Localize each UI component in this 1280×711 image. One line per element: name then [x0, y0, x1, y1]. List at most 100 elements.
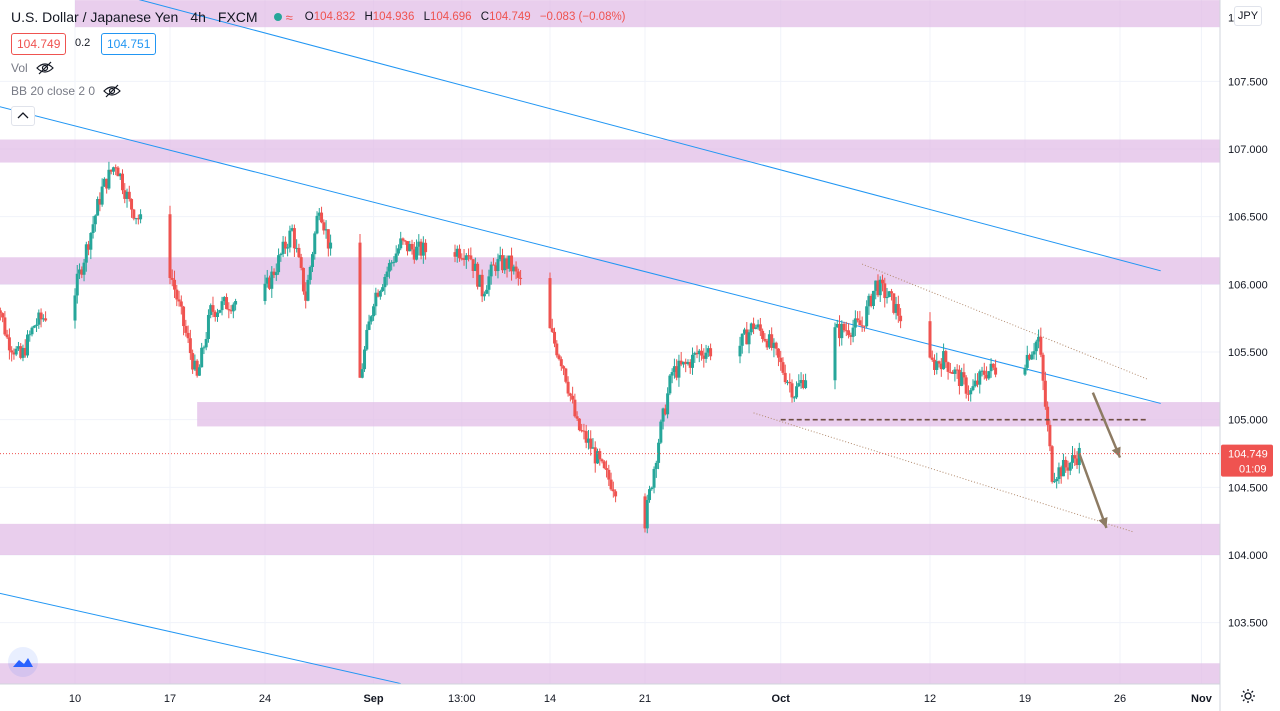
candle-bullish: [200, 347, 204, 368]
candle-bearish: [406, 241, 409, 252]
price-tick-label: 104.500: [1228, 482, 1268, 494]
candle-bearish: [114, 167, 118, 169]
candle-bullish: [704, 352, 708, 359]
candle-bullish: [313, 233, 317, 255]
candle-bearish: [548, 278, 552, 329]
candle-bearish: [783, 372, 787, 383]
candle-bearish: [186, 332, 190, 339]
candle-bearish: [136, 218, 140, 220]
time-axis[interactable]: 10 17 24 Sep 13:00 14 21 Oct 12 19 26 Nov: [0, 683, 1220, 705]
bollinger-indicator-label: BB 20 close 2 0: [11, 84, 96, 98]
candle-bullish: [78, 269, 82, 274]
candle-bullish: [1068, 462, 1072, 471]
candle-bearish: [0, 310, 2, 314]
channel-line: [861, 263, 1148, 380]
trendline: [0, 106, 1161, 404]
time-tick-label: 26: [1114, 693, 1126, 705]
sell-price-button[interactable]: 104.749: [11, 33, 67, 55]
candle-bearish: [175, 289, 179, 300]
close-value: 104.749: [489, 11, 531, 23]
candle-bearish: [304, 291, 308, 301]
candle-bullish: [385, 271, 389, 277]
candle-bearish: [964, 377, 968, 394]
time-tick-label: 19: [1019, 693, 1031, 705]
candle-bullish: [840, 323, 844, 339]
candle-bullish: [102, 178, 106, 187]
candle-bearish: [1066, 467, 1070, 471]
candle-bearish: [491, 264, 495, 266]
candle-bearish: [862, 325, 866, 327]
timeframe-label[interactable]: 4h: [190, 9, 206, 25]
current-price-tag: [1221, 444, 1273, 477]
candle-bearish: [116, 167, 120, 177]
bar-countdown-label: 01:09: [1239, 464, 1267, 476]
candle-bearish: [765, 340, 769, 348]
price-axis[interactable]: 107.500 107.000 106.500 106.000 105.500 105.0…: [1219, 0, 1280, 711]
candle-bearish: [170, 277, 174, 280]
candle-bullish: [591, 447, 595, 449]
projection-arrow: [1078, 453, 1108, 529]
candle-bearish: [944, 351, 948, 363]
source-label: FXCM: [217, 9, 258, 25]
candle-bearish: [896, 304, 900, 316]
buy-price-button[interactable]: 104.751: [101, 33, 157, 55]
price-tick-label: 103.500: [1228, 618, 1268, 630]
candle-bullish: [308, 266, 312, 280]
candle-bearish: [688, 361, 692, 368]
candle-bearish: [168, 214, 172, 278]
candle-bearish: [605, 468, 609, 470]
candle-bearish: [471, 259, 475, 271]
candle-bearish: [476, 263, 480, 287]
currency-button[interactable]: JPY: [1234, 6, 1262, 26]
candle-bullish: [394, 253, 398, 262]
candle-bullish: [650, 487, 654, 490]
candle-bearish: [955, 369, 959, 371]
price-zone: [0, 139, 1220, 163]
data-delay-icon: ≈: [285, 9, 293, 25]
candle-bearish: [937, 361, 941, 364]
eye-crossed-icon[interactable]: [103, 84, 121, 98]
candle-bullish: [35, 324, 39, 326]
gear-icon[interactable]: [1240, 688, 1256, 704]
candle-bullish: [30, 327, 34, 335]
market-open-status-icon: [273, 13, 282, 21]
candle-bearish: [761, 330, 765, 339]
candle-bullish: [693, 352, 697, 355]
candle-bullish: [399, 238, 403, 249]
candle-bullish: [396, 248, 400, 254]
candle-bearish: [7, 337, 11, 351]
candle-bullish: [28, 334, 32, 336]
candle-bearish: [1073, 455, 1077, 459]
candle-bullish: [942, 351, 946, 370]
candle-bullish: [91, 224, 95, 234]
candle-bearish: [607, 469, 611, 480]
candle-bearish: [899, 315, 903, 322]
candle-bearish: [424, 242, 428, 253]
candle-bearish: [770, 334, 774, 348]
chevron-up-icon: [17, 112, 29, 119]
candle-bearish: [573, 399, 577, 417]
candle-bearish: [568, 393, 572, 396]
low-key: L: [423, 11, 430, 23]
candle-bearish: [326, 229, 330, 249]
candle-bullish: [887, 291, 891, 297]
candle-bullish: [670, 372, 674, 376]
candle-bearish: [519, 277, 523, 279]
eye-crossed-icon[interactable]: [35, 61, 54, 75]
candle-bearish: [946, 362, 950, 372]
candle-bearish: [695, 352, 699, 355]
tradingview-logo-icon[interactable]: [8, 647, 38, 677]
candle-bearish: [105, 178, 109, 189]
candle-bearish: [550, 328, 554, 332]
collapse-legend-button[interactable]: [11, 106, 35, 126]
candle-bullish: [935, 361, 939, 370]
candlestick-series: [0, 161, 1081, 534]
candle-bullish: [16, 346, 20, 349]
time-tick-label: 21: [639, 693, 651, 705]
volume-indicator-legend[interactable]: Vol: [11, 61, 54, 75]
time-tick-label: Sep: [363, 693, 383, 705]
bollinger-indicator-legend[interactable]: BB 20 close 2 0: [11, 84, 121, 98]
symbol-title[interactable]: U.S. Dollar / Japanese Yen: [11, 9, 179, 25]
price-zone: [75, 0, 1220, 28]
